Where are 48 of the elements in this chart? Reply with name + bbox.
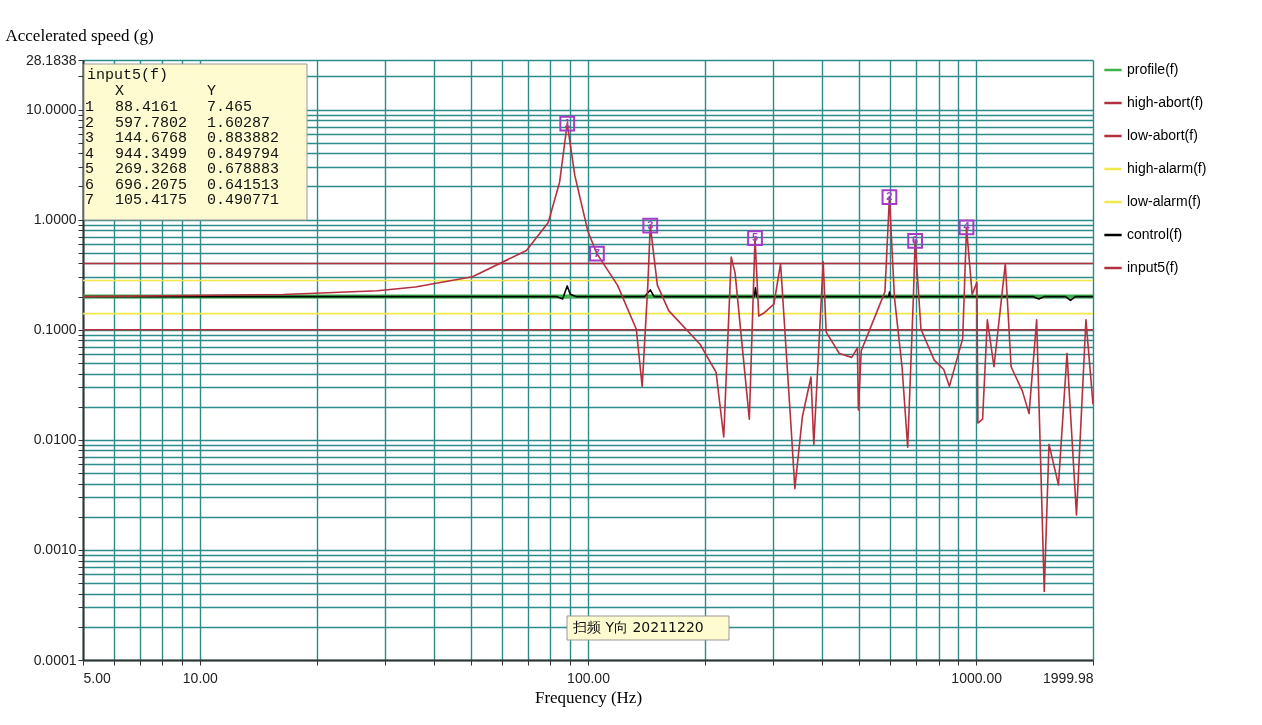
annotation: 944.3499 [115, 145, 188, 163]
legend-label: input5(f) [1127, 259, 1179, 275]
x-tick-label: 1999.98 [1042, 669, 1094, 686]
annotation: 0.490771 [207, 192, 280, 209]
x-tick-label: 5.00 [83, 669, 111, 686]
text: 1 [85, 99, 95, 116]
x-tick-label: 1000.00 [951, 669, 1003, 686]
annotation: X [115, 83, 125, 100]
y-tick-label: 0.1000 [33, 321, 77, 338]
annotation: 0.883882 [207, 130, 280, 147]
annotation: 1 [564, 116, 571, 129]
annotation: 扫频 Y向 20211220 [572, 619, 704, 635]
text: 5 [85, 161, 95, 178]
text: 2 [85, 114, 95, 132]
annotation: 144.6768 [115, 130, 188, 147]
legend-label: high-abort(f) [1127, 94, 1204, 110]
text: input5(f) [87, 67, 169, 84]
y-tick-label: 28.1838 [25, 51, 77, 68]
annotation: 696.2075 [115, 176, 188, 194]
y-axis-title: Accelerated speed (g) [5, 25, 154, 45]
annotation: 7.465 [207, 99, 253, 116]
legend-label: profile(f) [1127, 61, 1179, 77]
text: 6 [85, 176, 95, 194]
y-tick-label: 10.0000 [25, 101, 77, 118]
legend-label: high-alarm(f) [1127, 160, 1207, 176]
annotation: 0.849794 [207, 145, 280, 163]
text: 3 [85, 130, 95, 147]
legend-label: low-abort(f) [1127, 127, 1198, 143]
y-tick-label: 0.0010 [33, 541, 77, 558]
annotation: 0.678883 [207, 161, 280, 178]
y-tick-label: 0.0100 [33, 431, 77, 448]
annotation: 1.60287 [207, 114, 271, 132]
annotation: Y [207, 83, 217, 100]
x-tick-label: 100.00 [567, 669, 611, 686]
y-tick-label: 0.0001 [33, 651, 77, 668]
annotation: 597.7802 [115, 114, 188, 132]
x-tick-label: 10.00 [182, 669, 219, 686]
legend-label: low-alarm(f) [1127, 193, 1201, 209]
x-axis-title: Frequency (Hz) [534, 687, 643, 707]
annotation: 88.4161 [115, 99, 179, 116]
annotation: 269.3268 [115, 161, 188, 178]
text: 4 [85, 145, 95, 163]
annotation: 0.641513 [207, 176, 280, 194]
legend-label: control(f) [1127, 226, 1183, 242]
text: 7 [85, 192, 95, 209]
annotation: 105.4175 [115, 192, 188, 209]
y-tick-label: 1.0000 [33, 211, 77, 228]
annotation: 7 [593, 246, 600, 259]
